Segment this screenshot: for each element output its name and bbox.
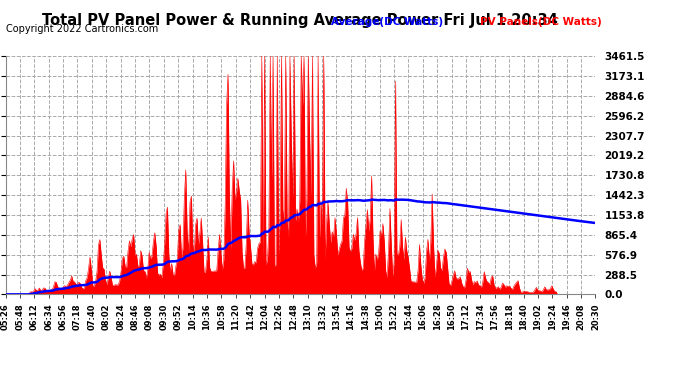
Text: Copyright 2022 Cartronics.com: Copyright 2022 Cartronics.com <box>6 24 158 34</box>
Text: Average(DC Watts): Average(DC Watts) <box>331 17 443 27</box>
Text: Total PV Panel Power & Running Average Power Fri Jul 1 20:34: Total PV Panel Power & Running Average P… <box>42 13 558 28</box>
Text: PV Panels(DC Watts): PV Panels(DC Watts) <box>480 17 601 27</box>
